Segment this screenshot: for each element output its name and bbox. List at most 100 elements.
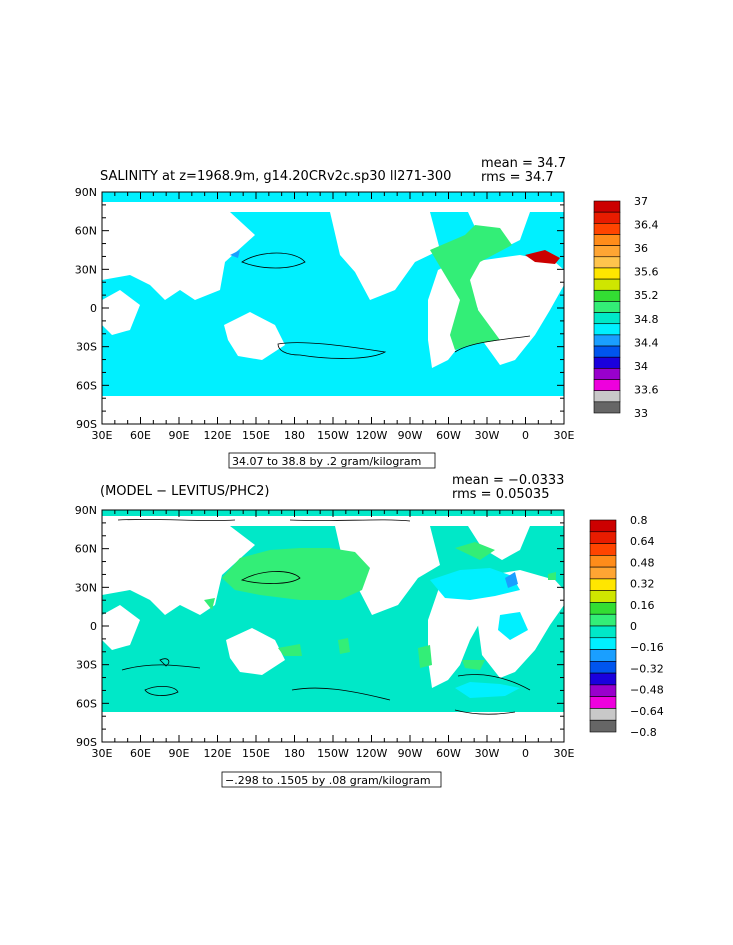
colorbar-swatch [589, 531, 617, 544]
difference-panel: (MODEL − LEVITUS/PHC2) mean = −0.0333 rm… [75, 473, 664, 788]
x-tick-label: 0 [522, 429, 529, 442]
colorbar-swatch [589, 684, 617, 697]
colorbar-label: 35.2 [634, 289, 659, 302]
y-tick-label: 30N [75, 263, 97, 276]
panel2-title: (MODEL − LEVITUS/PHC2) [100, 484, 269, 499]
panel2-map [102, 510, 564, 724]
panel1-blue-patch [230, 250, 240, 258]
panel2-colorbar: 0.8 0.64 0.48 0.32 0.16 0 −0.16 −0.32 −0.48 −0.64… [589, 514, 664, 739]
colorbar-swatch [589, 696, 617, 709]
x-tick-label: 60W [436, 429, 461, 442]
colorbar-swatch [589, 578, 617, 591]
colorbar-swatch [593, 401, 621, 414]
x-tick-label: 120E [204, 747, 232, 760]
x-tick-label: 150E [242, 747, 270, 760]
x-tick-label: 120E [204, 429, 232, 442]
panel1-x-axis: 30E 60E 90E 120E 150E 180 150W 120W 90W 60W 30W 0 30… [92, 192, 575, 442]
y-tick-label: 30S [76, 659, 97, 672]
panel2-positive-areas [204, 542, 556, 670]
y-tick-label: 90N [75, 186, 97, 199]
salinity-panel: SALINITY at z=1968.9m, g14.20CRv2c.sp30 … [75, 156, 659, 469]
y-tick-label: 30N [75, 581, 97, 594]
colorbar-label: 34.8 [634, 313, 659, 326]
panel2-rms: rms = 0.05035 [452, 487, 549, 502]
panel1-range-box [228, 452, 436, 469]
colorbar-swatch [589, 719, 617, 733]
colorbar-label: −0.48 [630, 684, 664, 697]
colorbar-swatch [593, 278, 621, 291]
colorbar-swatch [589, 661, 617, 674]
colorbar-swatch [589, 613, 617, 627]
colorbar-swatch [593, 223, 621, 235]
colorbar-swatch [589, 708, 617, 721]
colorbar-swatch [593, 356, 621, 369]
colorbar-swatch [589, 649, 617, 662]
panel2-x-axis: 30E 60E 90E 120E 150E 180 150W 120W 90W 60W 30W 0 30… [92, 510, 575, 760]
x-tick-label: 30E [554, 429, 575, 442]
colorbar-label: 34.4 [634, 336, 659, 349]
x-tick-label: 150W [317, 429, 349, 442]
colorbar-swatch [593, 312, 621, 325]
y-tick-label: 90N [75, 504, 97, 517]
x-tick-label: 60W [436, 747, 461, 760]
panel2-land [102, 516, 564, 724]
colorbar-label: 0.16 [630, 599, 655, 612]
colorbar-label: 0.48 [630, 556, 655, 569]
y-tick-label: 0 [90, 302, 97, 315]
panel1-contours [241, 252, 531, 359]
colorbar-swatch [589, 602, 617, 615]
panel2-range-box [221, 771, 442, 788]
colorbar-swatch [593, 390, 621, 403]
x-tick-label: 150W [317, 747, 349, 760]
x-tick-label: 0 [522, 747, 529, 760]
x-tick-label: 90W [398, 747, 423, 760]
panel2-contours [117, 519, 531, 715]
panel1-y-axis: 90N 60N 30N 0 30S 60S 90S [75, 186, 564, 431]
colorbar-swatch [593, 368, 621, 380]
y-tick-label: 60S [76, 379, 97, 392]
x-tick-label: 30E [92, 747, 113, 760]
colorbar-label: 37 [634, 195, 648, 208]
panel2-mean: mean = −0.0333 [452, 473, 564, 488]
colorbar-label: 0.64 [630, 535, 655, 548]
x-tick-label: 30W [475, 747, 500, 760]
panel1-title: SALINITY at z=1968.9m, g14.20CRv2c.sp30 … [100, 169, 451, 184]
colorbar-label: 0 [630, 620, 637, 633]
colorbar-swatch [589, 590, 617, 603]
panel1-range-label: 34.07 to 38.8 by .2 gram/kilogram [232, 455, 421, 468]
colorbar-swatch [593, 301, 621, 313]
y-tick-label: 90S [76, 736, 97, 749]
y-tick-label: 30S [76, 341, 97, 354]
x-tick-label: 90E [169, 747, 190, 760]
x-tick-label: 30W [475, 429, 500, 442]
colorbar-swatch [589, 543, 617, 556]
panel1-atlantic-high [430, 225, 512, 350]
colorbar-label: 34 [634, 360, 648, 373]
colorbar-swatch [593, 267, 621, 280]
colorbar-swatch [589, 637, 617, 650]
colorbar-label: 36.4 [634, 219, 659, 232]
colorbar-label: −0.16 [630, 641, 664, 654]
colorbar-label: 0.8 [630, 514, 648, 527]
panel1-rms: rms = 34.7 [481, 170, 554, 185]
y-tick-label: 60S [76, 697, 97, 710]
panel1-colorbar: 37 36.4 36 35.6 35.2 34.8 34.4 34 33.6 33 [593, 195, 659, 420]
x-tick-label: 30E [92, 429, 113, 442]
colorbar-label: 36 [634, 242, 648, 255]
panel2-range-label: −.298 to .1505 by .08 gram/kilogram [225, 774, 431, 787]
x-tick-label: 60E [130, 747, 151, 760]
colorbar-swatch [589, 519, 617, 533]
panel1-mean: mean = 34.7 [481, 156, 566, 171]
colorbar-swatch [589, 672, 617, 686]
panel2-negative-areas [430, 568, 528, 698]
colorbar-swatch [593, 334, 621, 347]
colorbar-label: −0.64 [630, 705, 664, 718]
colorbar-label: −0.32 [630, 662, 664, 675]
x-tick-label: 30E [554, 747, 575, 760]
panel1-mediterranean [525, 250, 560, 264]
y-tick-label: 90S [76, 418, 97, 431]
colorbar-swatch [589, 625, 617, 639]
colorbar-swatch [593, 256, 621, 269]
x-tick-label: 90W [398, 429, 423, 442]
